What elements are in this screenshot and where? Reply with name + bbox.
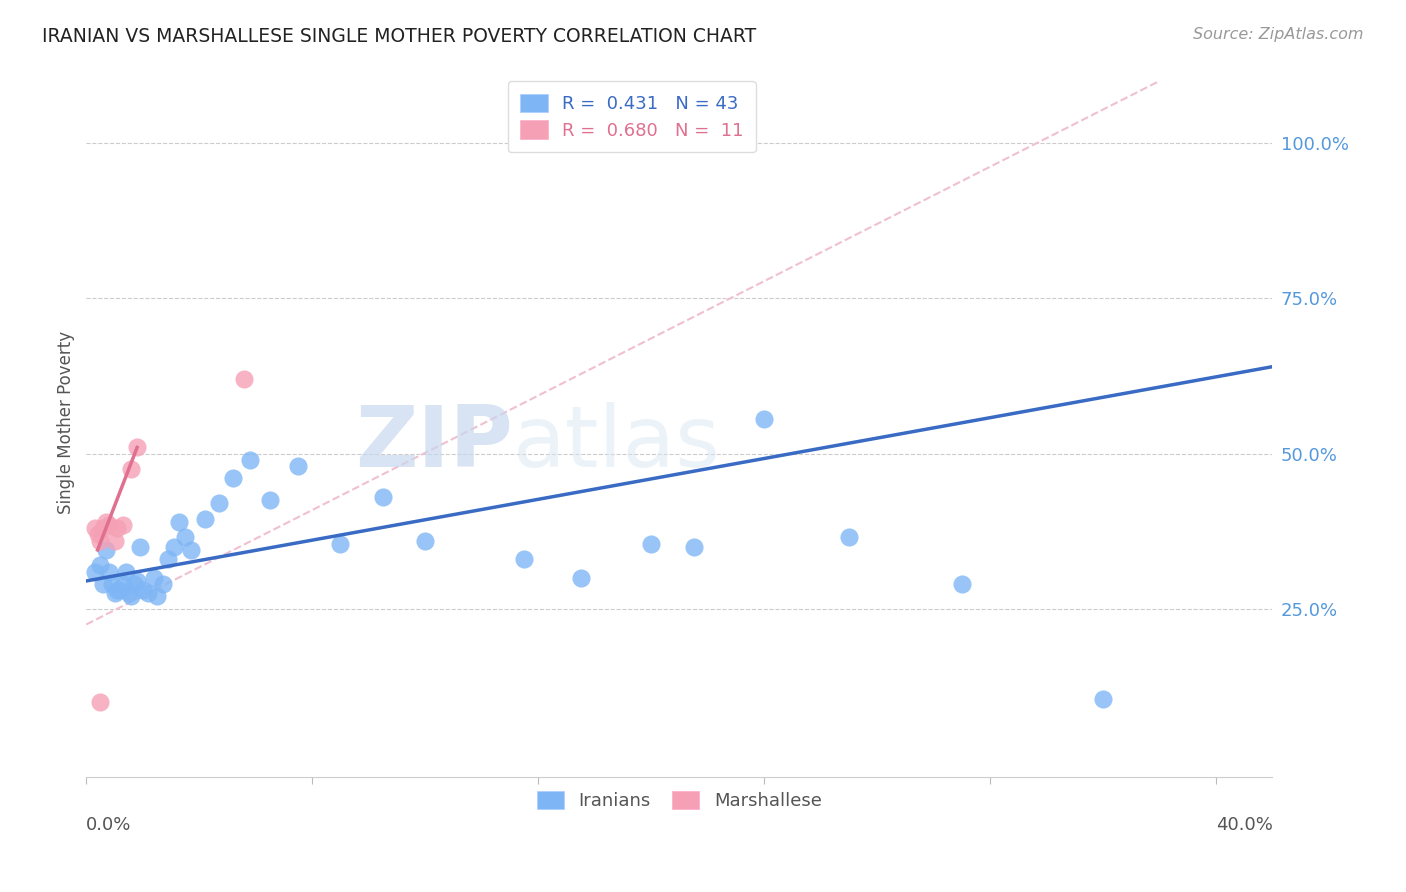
Point (121, 462, 143, 476)
Point (91, 577, 114, 591)
Point (83, 521, 105, 535)
Point (132, 583, 155, 598)
Point (121, 590, 143, 604)
Point (513, 552, 536, 566)
Point (97, 518, 120, 533)
Point (138, 586, 160, 600)
Point (83, 565, 105, 579)
Point (105, 521, 128, 535)
Point (108, 583, 131, 598)
Point (146, 590, 169, 604)
Point (111, 577, 134, 591)
Text: ZIP: ZIP (356, 402, 513, 485)
Point (89, 695, 111, 709)
Point (222, 471, 245, 485)
Point (413, 533, 436, 548)
Point (94, 515, 117, 529)
Text: IRANIAN VS MARSHALLESE SINGLE MOTHER POVERTY CORRELATION CHART: IRANIAN VS MARSHALLESE SINGLE MOTHER POV… (42, 27, 756, 45)
Point (1092, 692, 1115, 706)
Text: 40.0%: 40.0% (1216, 815, 1272, 833)
Point (89, 558, 111, 573)
Point (91, 521, 114, 535)
Point (329, 537, 352, 551)
Point (97, 565, 120, 579)
Point (100, 577, 122, 591)
Point (157, 552, 180, 566)
Point (233, 372, 256, 386)
Point (118, 586, 141, 600)
Point (127, 574, 149, 588)
Point (682, 136, 704, 150)
Y-axis label: Single Mother Poverty: Single Mother Poverty (58, 331, 75, 514)
Point (287, 458, 309, 473)
Point (208, 496, 231, 510)
Point (127, 441, 149, 455)
Text: 0.0%: 0.0% (86, 815, 132, 833)
Point (163, 540, 186, 554)
Point (371, 490, 394, 504)
Text: atlas: atlas (513, 402, 721, 485)
Text: Source: ZipAtlas.com: Source: ZipAtlas.com (1194, 27, 1364, 42)
Point (124, 577, 146, 591)
Point (569, 571, 592, 585)
Point (838, 531, 860, 545)
Point (169, 515, 191, 529)
Legend: Iranians, Marshallese: Iranians, Marshallese (530, 783, 830, 817)
Point (259, 493, 281, 508)
Point (152, 577, 174, 591)
Point (239, 453, 262, 467)
Point (111, 518, 134, 533)
Point (174, 531, 197, 545)
Point (180, 542, 202, 557)
Point (86, 527, 108, 541)
Point (640, 537, 662, 551)
Point (103, 586, 125, 600)
Point (682, 540, 704, 554)
Point (89, 533, 111, 548)
Point (105, 583, 128, 598)
Point (94, 542, 117, 557)
Point (114, 565, 136, 579)
Point (194, 512, 217, 526)
Point (950, 577, 973, 591)
Point (752, 412, 775, 426)
Point (103, 533, 125, 548)
Point (129, 540, 152, 554)
Point (143, 571, 166, 585)
